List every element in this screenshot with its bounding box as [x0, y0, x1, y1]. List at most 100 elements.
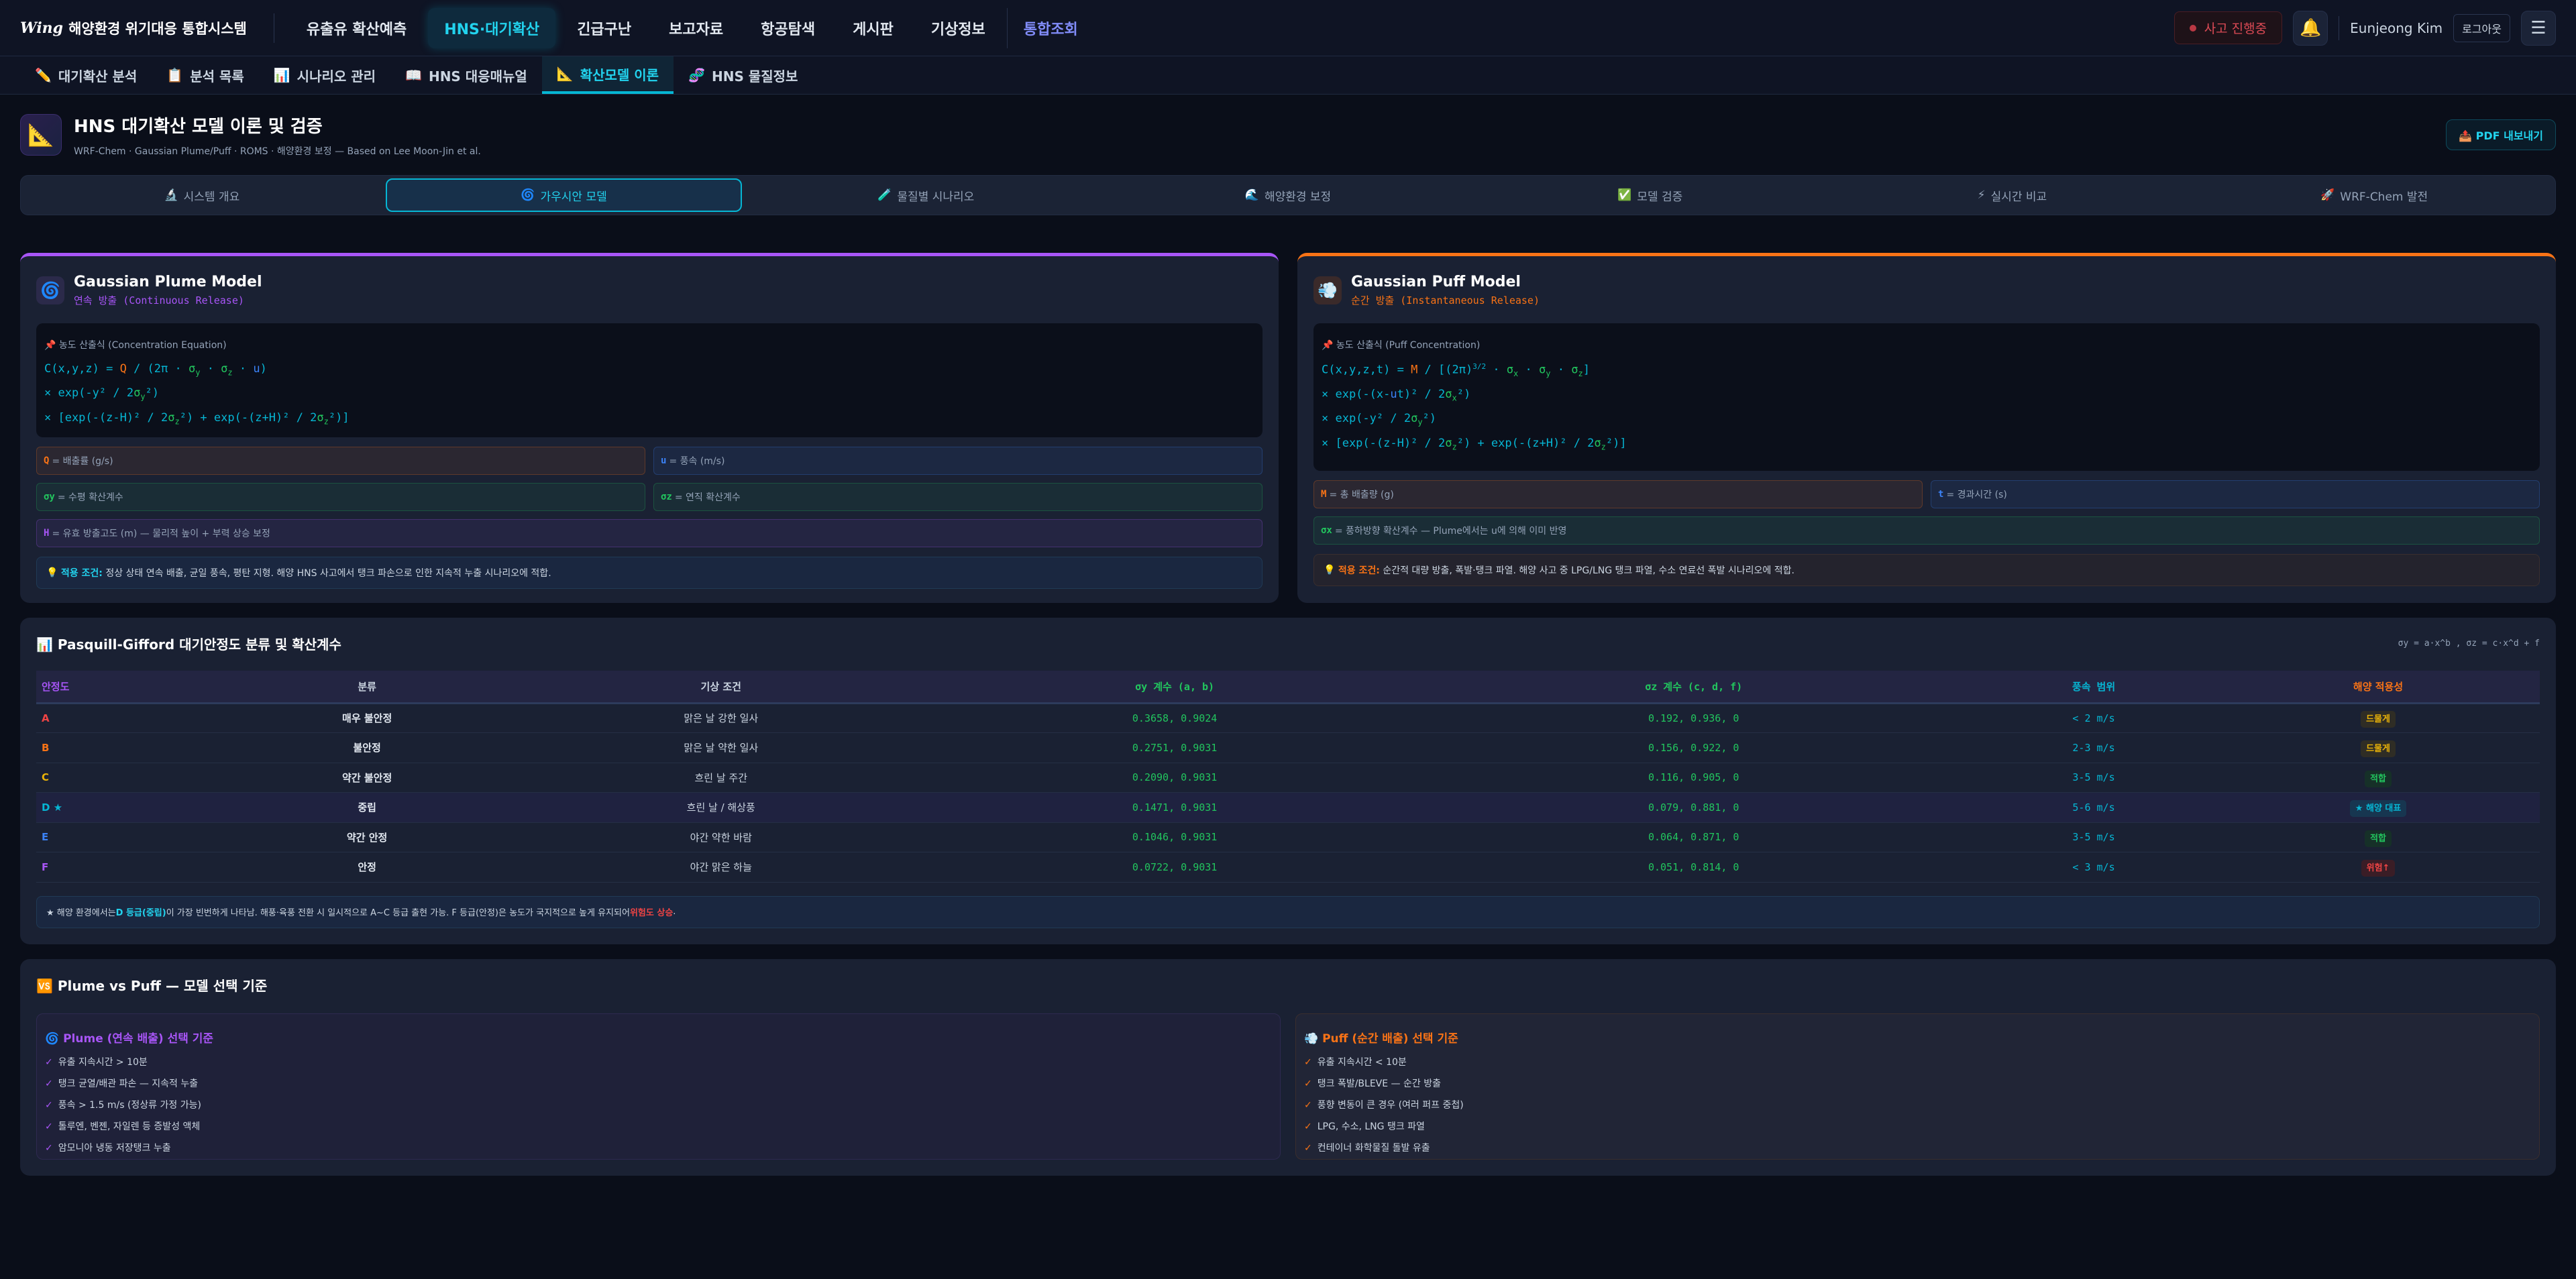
check-icon: ✓	[1304, 1056, 1312, 1068]
subnav-icon: 📖	[405, 67, 422, 83]
formula-segment: C(x,y,z) =	[44, 362, 120, 376]
formula-subscript: x	[1452, 393, 1457, 403]
formula-segment: M	[1411, 363, 1418, 377]
check-icon: ✓	[45, 1099, 53, 1111]
check-icon: ✓	[1304, 1078, 1312, 1089]
table-cell: 0.3658, 0.9024	[932, 703, 1417, 733]
theory-tab[interactable]: 🌊 해양환경 보정	[1110, 178, 1466, 212]
table-cell: 맑은 날 강한 일사	[508, 703, 933, 733]
table-cell: 0.2751, 0.9031	[932, 732, 1417, 763]
subnav-tab[interactable]: 📋 분석 목록	[152, 56, 258, 94]
nav-item[interactable]: 긴급구난	[577, 21, 632, 38]
check-icon: ✓	[45, 1142, 53, 1154]
table-cell: ★ 해양 대표	[2216, 792, 2540, 823]
variable-definition: σx = 풍하방향 확산계수 — Plume에서는 u에 의해 이미 반영	[1313, 516, 2540, 545]
theory-tab[interactable]: ✅ 모델 검증	[1472, 178, 1829, 212]
tab-label: 가우시안 모델	[540, 190, 607, 204]
spiral-icon: 🌀	[36, 276, 64, 304]
incident-status-button[interactable]: 사고 진행중	[2174, 11, 2283, 44]
theory-tab[interactable]: 🌀 가우시안 모델	[385, 178, 743, 212]
criteria-text: 풍향 변동이 큰 경우 (여러 퍼프 중첩)	[1317, 1099, 1464, 1111]
tab-icon: 🌀	[521, 188, 535, 202]
table-cell: 안정	[225, 852, 509, 883]
theory-tab[interactable]: ⚡ 실시간 비교	[1834, 178, 2191, 212]
formula-segment: )	[260, 362, 267, 376]
nav-item[interactable]: 게시판	[853, 21, 894, 38]
criteria-item: ✓ 풍향 변동이 큰 경우 (여러 퍼프 중첩)	[1304, 1098, 2531, 1111]
formula-line: × exp(-y² / 2σy²)	[44, 386, 1254, 401]
subnav-label: 분석 목록	[190, 68, 244, 85]
nav-item[interactable]: 기상정보	[930, 21, 985, 38]
tab-icon: 🧪	[877, 188, 892, 202]
table-cell: 드물게	[2216, 732, 2540, 763]
theory-tab[interactable]: 🔬 시스템 개요	[23, 178, 380, 212]
table-cell: F	[36, 852, 225, 883]
table-cell: < 3 m/s	[1970, 852, 2217, 883]
sub-nav: ✏️ 대기확산 분석 📋 분석 목록 📊 시나리오 관리 📖 HNS 대응매뉴얼 📐 확산모델 이…	[0, 56, 2576, 95]
formula-segment: × [exp(-(z-H)² / 2	[44, 410, 168, 425]
theory-tab[interactable]: 🚀 WRF-Chem 발전	[2196, 178, 2553, 212]
formula-segment: σ	[1445, 388, 1452, 402]
variable-definition: H = 유효 방출고도 (m) — 물리적 높이 + 부력 상승 보정	[36, 519, 1263, 547]
table-row: D ★ 중립 흐린 날 / 해상풍 0.1471, 0.9031 0.079, 0.88…	[36, 792, 2540, 823]
formula-subscript: z	[1601, 442, 1606, 452]
variable-description: = 풍속 (m/s)	[669, 456, 725, 467]
nav-item[interactable]: 항공탐색	[761, 21, 816, 38]
table-cell: 드물게	[2216, 703, 2540, 733]
subnav-tab[interactable]: ✏️ 대기확산 분석	[20, 56, 152, 94]
table-cell: 0.0722, 0.9031	[932, 852, 1417, 883]
footnote-highlight: D 등급(중립)	[115, 908, 166, 918]
subnav-tab[interactable]: 📖 HNS 대응매뉴얼	[390, 56, 542, 94]
formula-segment: u	[253, 362, 260, 376]
table-cell: 0.192, 0.936, 0	[1416, 703, 1971, 733]
applicability-badge: 적합	[2365, 770, 2392, 787]
formula-segment: Q	[119, 362, 127, 376]
nav-item-integrated[interactable]: 통합조회	[1006, 7, 1094, 48]
formula-segment: σ	[317, 410, 324, 425]
nav-item[interactable]: 유출유 확산예측	[306, 21, 407, 38]
dispersion-formula: σy = a·x^b , σz = c·x^d + f	[2398, 638, 2540, 649]
subnav-tab[interactable]: 📊 시나리오 관리	[259, 56, 390, 94]
criteria-text: 컨테이너 화학물질 돌발 유출	[1317, 1142, 1430, 1154]
nav-item[interactable]: HNS·대기확산	[428, 7, 556, 48]
formula-line: × [exp(-(z-H)² / 2σz²) + exp(-(z+H)² / 2…	[44, 411, 1254, 426]
table-cell: D ★	[36, 792, 225, 823]
section-title: 📊 Pasquill-Gifford 대기안정도 분류 및 확산계수	[36, 636, 341, 653]
pdf-export-button[interactable]: 📤 PDF 내보내기	[2446, 119, 2556, 150]
tab-icon: 🔬	[164, 188, 178, 202]
formula-subscript: z	[174, 416, 180, 427]
applicability-badge: 위험↑	[2361, 860, 2396, 877]
theory-tab[interactable]: 🧪 물질별 시나리오	[747, 178, 1104, 212]
hamburger-menu-icon[interactable]: ☰	[2521, 10, 2556, 46]
notification-bell-icon[interactable]: 🔔	[2293, 10, 2328, 46]
nav-item[interactable]: 보고자료	[669, 21, 724, 38]
formula-segment: σ	[1411, 412, 1418, 426]
subnav-label: HNS 물질정보	[711, 68, 798, 85]
subnav-tab[interactable]: 🧬 HNS 물질정보	[674, 56, 812, 94]
formula-segment: u	[1390, 388, 1397, 402]
formula-segment: σ	[168, 410, 175, 425]
criteria-text: 탱크 폭발/BLEVE — 순간 방출	[1317, 1078, 1441, 1089]
criteria-text: 톨루엔, 벤젠, 자일렌 등 증발성 액체	[58, 1121, 201, 1132]
criteria-item: ✓ LPG, 수소, LNG 탱크 파열	[1304, 1119, 2531, 1133]
table-cell: 불안정	[225, 732, 509, 763]
subnav-tab[interactable]: 📐 확산모델 이론	[541, 56, 674, 94]
variable-description: = 총 배출량 (g)	[1329, 490, 1394, 500]
formula-subscript: z	[1452, 442, 1457, 452]
plume-criteria-box: 🌀 Plume (연속 배출) 선택 기준 ✓ 유출 지속시간 > 10분 ✓ 탱크 균…	[36, 1013, 1281, 1160]
subnav-label: 시나리오 관리	[297, 68, 376, 85]
logout-button[interactable]: 로그아웃	[2453, 13, 2510, 42]
formula-segment: C(x,y,z,t) =	[1322, 363, 1411, 377]
stability-footnote: ★ 해양 환경에서는 D 등급(중립) 이 가장 빈번하게 나타남. 해풍·육풍 …	[36, 895, 2540, 928]
variable-symbol: H	[44, 528, 50, 539]
app-logo[interactable]: Wing 해양환경 위기대응 통합시스템	[20, 13, 274, 43]
criteria-item: ✓ 컨테이너 화학물질 돌발 유출	[1304, 1141, 2531, 1154]
subnav-icon: ✏️	[35, 67, 52, 83]
page-title: HNS 대기확산 모델 이론 및 검증	[74, 116, 323, 137]
table-cell: 0.079, 0.881, 0	[1416, 792, 1971, 823]
criteria-item: ✓ 암모니아 냉동 저장탱크 누출	[45, 1141, 1272, 1154]
section-title: 🆚 Plume vs Puff — 모델 선택 기준	[36, 977, 268, 994]
table-cell: B	[36, 732, 225, 763]
formula-segment: ²) + exp(-(z+H)² / 2	[1456, 436, 1595, 450]
note-label: 적용 조건:	[1338, 565, 1380, 576]
